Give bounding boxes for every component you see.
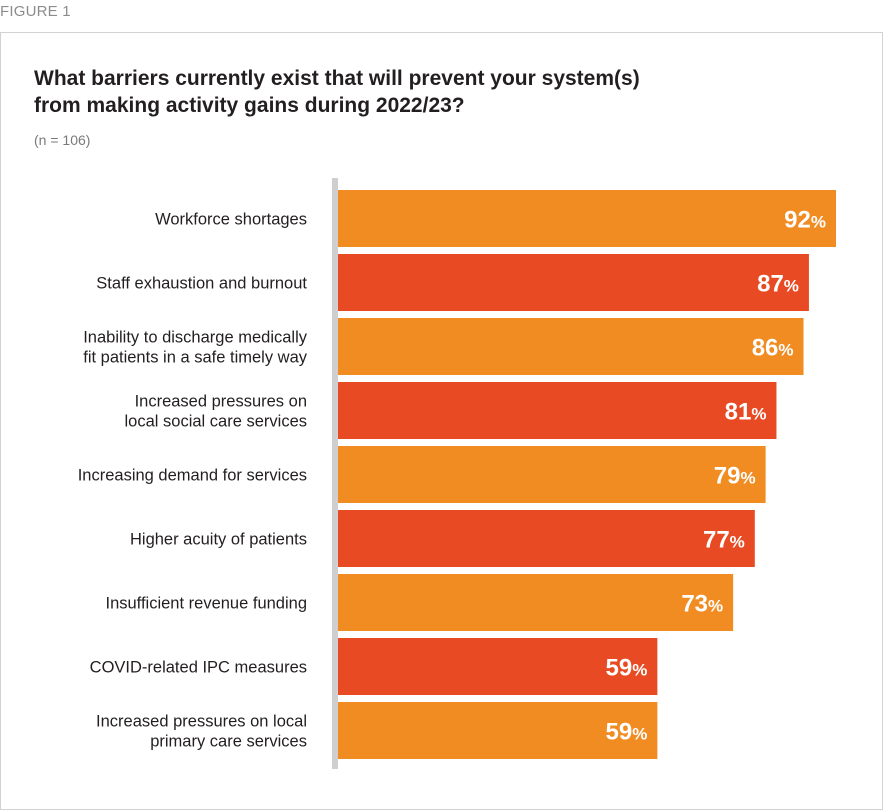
category-label: Higher acuity of patients [130,531,307,549]
value-label: 87% [757,271,799,298]
value-label: 73% [681,591,723,618]
value-label: 77% [703,527,745,554]
value-label: 92% [784,207,826,234]
bar [338,382,777,439]
category-label: COVID-related IPC measures [90,659,307,677]
category-label: Increasing demand for services [78,467,307,485]
value-label: 59% [606,655,648,682]
category-label: Workforce shortages [155,211,307,229]
bar [338,574,734,631]
figure-label: FIGURE 1 [0,3,71,20]
bar [338,638,658,695]
bar [338,510,755,567]
bar [338,190,836,247]
category-label: Staff exhaustion and burnout [96,275,307,293]
chart-title: What barriers currently exist that will … [34,67,640,117]
category-label: Increased pressures on local social care … [125,393,307,431]
category-label: Inability to discharge medically fit pati… [83,329,308,367]
value-label: 86% [752,335,794,362]
bar [338,318,804,375]
category-axis [332,178,338,769]
chart-subtitle: (n = 106) [34,132,91,148]
category-label: Increased pressures on local primary care… [96,713,307,751]
category-label: Insufficient revenue funding [105,595,307,613]
value-label: 79% [714,463,756,490]
bar [338,254,809,311]
bar-chart: Workforce shortages 92% Staff exhaustion a… [78,178,836,769]
bar [338,446,766,503]
value-label: 81% [725,399,767,426]
bar [338,702,658,759]
chart-panel: What barriers currently exist that will … [0,32,883,810]
value-label: 59% [606,719,648,746]
